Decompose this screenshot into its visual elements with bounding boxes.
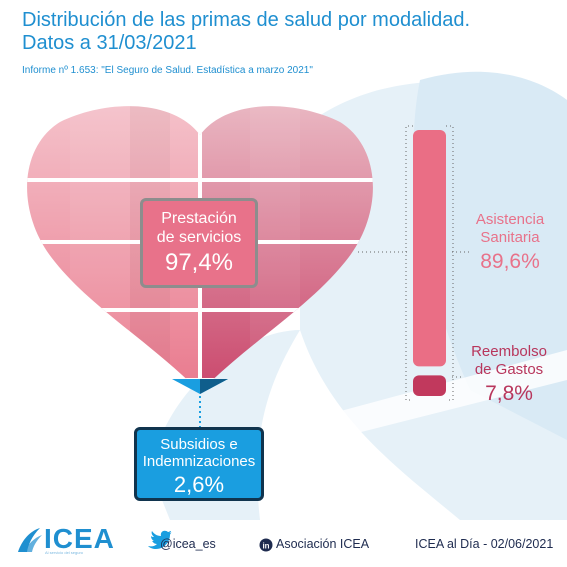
reembolso-value: 7,8% [485, 382, 533, 405]
reembolso-label-2: de Gastos [474, 361, 544, 378]
svg-text:in: in [262, 542, 269, 551]
page-subtitle: Informe nº 1.653: "El Seguro de Salud. E… [22, 65, 313, 76]
callout-prestacion-label-1: Prestación [161, 210, 237, 227]
linkedin-link[interactable]: Asociación ICEA [276, 537, 370, 551]
icea-logo-text: ICEA [44, 523, 115, 554]
title-line-2: Datos a 31/03/2021 [22, 32, 197, 54]
icea-logo-icon [18, 528, 42, 552]
twitter-icon [148, 530, 172, 549]
callout-subsidios-value: 2,6% [173, 472, 225, 497]
callout-prestacion-value: 97,4% [164, 249, 234, 276]
callout-prestacion-label-2: de servicios [156, 229, 242, 246]
title-line-1: Distribución de las primas de salud por … [22, 9, 471, 31]
twitter-link[interactable]: @icea_es [160, 537, 216, 551]
label-reembolso-gastos: Reembolso de Gastos 7,8% [462, 343, 556, 406]
asistencia-label-2: Sanitaria [480, 229, 540, 246]
callout-subsidios-label-1: Subsidios e [160, 436, 238, 453]
label-asistencia-sanitaria: Asistencia Sanitaria 89,6% [470, 211, 550, 274]
page-title: Distribución de las primas de salud por … [22, 9, 470, 55]
linkedin-icon [259, 538, 273, 552]
breakdown-bar-asistencia [413, 130, 446, 367]
breakdown-bar-reembolso [413, 375, 446, 396]
callout-subsidios-label-2: Indemnizaciones [142, 453, 256, 470]
asistencia-label-1: Asistencia [475, 211, 545, 228]
callout-subsidios: Subsidios e Indemnizaciones 2,6% [134, 427, 264, 501]
footer-source-date: ICEA al Día - 02/06/2021 [415, 537, 554, 551]
asistencia-value: 89,6% [480, 250, 540, 273]
breakdown-bracket [405, 125, 454, 401]
icea-logo-tagline: Al servicio del seguro [45, 550, 84, 555]
breakdown-bar-group [413, 130, 446, 396]
callout-prestacion-servicios: Prestación de servicios 97,4% [140, 198, 258, 288]
reembolso-label-1: Reembolso [471, 343, 547, 360]
heart-tip-subsidios-dark [200, 379, 228, 394]
